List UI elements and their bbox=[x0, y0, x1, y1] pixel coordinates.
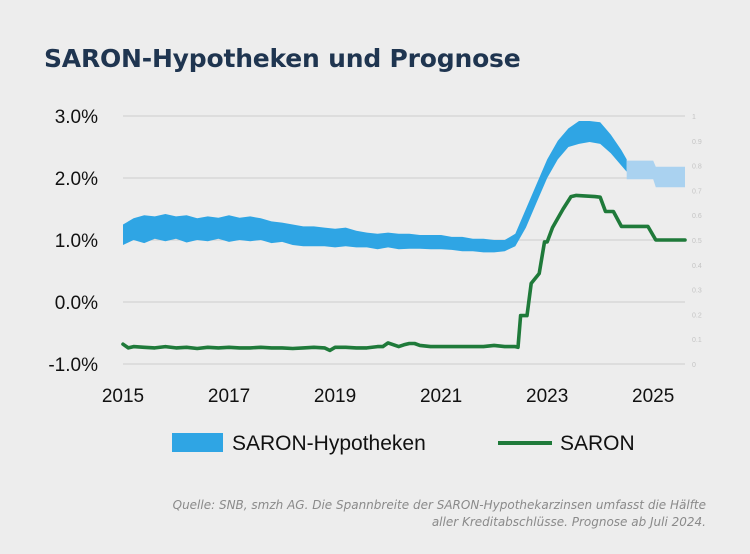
right-tick-label: 0.3 bbox=[692, 288, 702, 295]
y-tick-label: 2.0% bbox=[55, 169, 98, 190]
x-tick-label: 2023 bbox=[526, 386, 568, 407]
right-tick-label: 0.2 bbox=[692, 312, 702, 319]
y-tick-label: 3.0% bbox=[55, 107, 98, 128]
chart-title: SARON-Hypotheken und Prognose bbox=[44, 44, 521, 73]
x-tick-label: 2019 bbox=[314, 386, 356, 407]
legend-label: SARON bbox=[560, 432, 635, 455]
x-axis: 2015 2017 2019 2021 2023 2025 bbox=[102, 386, 674, 407]
source-note: Quelle: SNB, smzh AG. Die Spannbreite de… bbox=[86, 497, 706, 531]
y-axis: 3.0% 2.0% 1.0% 0.0% -1.0% bbox=[48, 107, 98, 376]
saron-line bbox=[121, 193, 687, 353]
y-tick-label: -1.0% bbox=[48, 355, 98, 376]
right-axis: 1 0.9 0.8 0.7 0.6 0.5 0.4 0.3 0.2 0.1 0 bbox=[692, 114, 702, 369]
x-tick-label: 2015 bbox=[102, 386, 144, 407]
x-tick-label: 2017 bbox=[208, 386, 250, 407]
right-tick-label: 0 bbox=[692, 362, 696, 369]
right-tick-label: 1 bbox=[692, 114, 696, 121]
line-area bbox=[121, 193, 687, 353]
right-tick-label: 0.1 bbox=[692, 337, 702, 344]
right-tick-label: 0.4 bbox=[692, 263, 702, 270]
source-line-1: Quelle: SNB, smzh AG. Die Spannbreite de… bbox=[172, 498, 706, 512]
right-tick-label: 0.6 bbox=[692, 213, 702, 220]
right-tick-label: 0.8 bbox=[692, 164, 702, 171]
legend: SARON-Hypotheken SARON bbox=[172, 432, 635, 455]
source-line-2: aller Kreditabschlüsse. Prognose ab Juli… bbox=[431, 515, 706, 529]
saron-hypotheken-band bbox=[123, 121, 627, 253]
right-tick-label: 0.5 bbox=[692, 238, 702, 245]
legend-label: SARON-Hypotheken bbox=[232, 432, 426, 455]
y-tick-label: 0.0% bbox=[55, 293, 98, 314]
forecast-band bbox=[626, 160, 685, 188]
y-tick-label: 1.0% bbox=[55, 231, 98, 252]
right-tick-label: 0.7 bbox=[692, 188, 702, 195]
right-tick-label: 0.9 bbox=[692, 139, 702, 146]
x-tick-label: 2025 bbox=[632, 386, 674, 407]
legend-swatch-band bbox=[172, 433, 223, 452]
x-tick-label: 2021 bbox=[420, 386, 462, 407]
band-area bbox=[123, 121, 685, 253]
